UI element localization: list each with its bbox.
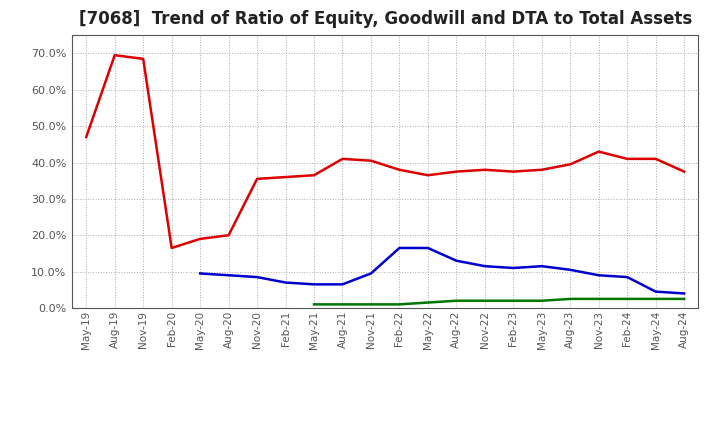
Deferred Tax Assets <box>566 296 575 301</box>
Deferred Tax Assets <box>338 302 347 307</box>
Goodwill <box>680 291 688 296</box>
Goodwill <box>338 282 347 287</box>
Line: Deferred Tax Assets: Deferred Tax Assets <box>314 299 684 304</box>
Goodwill <box>623 275 631 280</box>
Deferred Tax Assets <box>652 296 660 301</box>
Deferred Tax Assets <box>310 302 318 307</box>
Equity <box>423 172 432 178</box>
Equity <box>167 246 176 251</box>
Deferred Tax Assets <box>480 298 489 303</box>
Equity <box>652 156 660 161</box>
Equity <box>82 134 91 139</box>
Equity <box>680 169 688 174</box>
Goodwill <box>452 258 461 264</box>
Equity <box>480 167 489 172</box>
Goodwill <box>423 246 432 251</box>
Goodwill <box>225 273 233 278</box>
Equity <box>395 167 404 172</box>
Deferred Tax Assets <box>366 302 375 307</box>
Title: [7068]  Trend of Ratio of Equity, Goodwill and DTA to Total Assets: [7068] Trend of Ratio of Equity, Goodwil… <box>78 10 692 28</box>
Equity <box>310 172 318 178</box>
Deferred Tax Assets <box>423 300 432 305</box>
Equity <box>282 174 290 180</box>
Goodwill <box>509 265 518 271</box>
Goodwill <box>395 246 404 251</box>
Deferred Tax Assets <box>509 298 518 303</box>
Deferred Tax Assets <box>537 298 546 303</box>
Deferred Tax Assets <box>623 296 631 301</box>
Goodwill <box>310 282 318 287</box>
Goodwill <box>566 267 575 272</box>
Equity <box>196 236 204 242</box>
Equity <box>110 52 119 58</box>
Equity <box>566 161 575 167</box>
Equity <box>366 158 375 163</box>
Goodwill <box>196 271 204 276</box>
Line: Equity: Equity <box>86 55 684 248</box>
Goodwill <box>652 289 660 294</box>
Equity <box>253 176 261 182</box>
Equity <box>338 156 347 161</box>
Deferred Tax Assets <box>680 296 688 301</box>
Equity <box>139 56 148 62</box>
Goodwill <box>595 273 603 278</box>
Equity <box>509 169 518 174</box>
Equity <box>452 169 461 174</box>
Equity <box>623 156 631 161</box>
Goodwill <box>253 275 261 280</box>
Goodwill <box>537 264 546 269</box>
Equity <box>225 233 233 238</box>
Deferred Tax Assets <box>452 298 461 303</box>
Equity <box>537 167 546 172</box>
Goodwill <box>282 280 290 285</box>
Goodwill <box>366 271 375 276</box>
Deferred Tax Assets <box>595 296 603 301</box>
Deferred Tax Assets <box>395 302 404 307</box>
Goodwill <box>480 264 489 269</box>
Equity <box>595 149 603 154</box>
Line: Goodwill: Goodwill <box>200 248 684 293</box>
